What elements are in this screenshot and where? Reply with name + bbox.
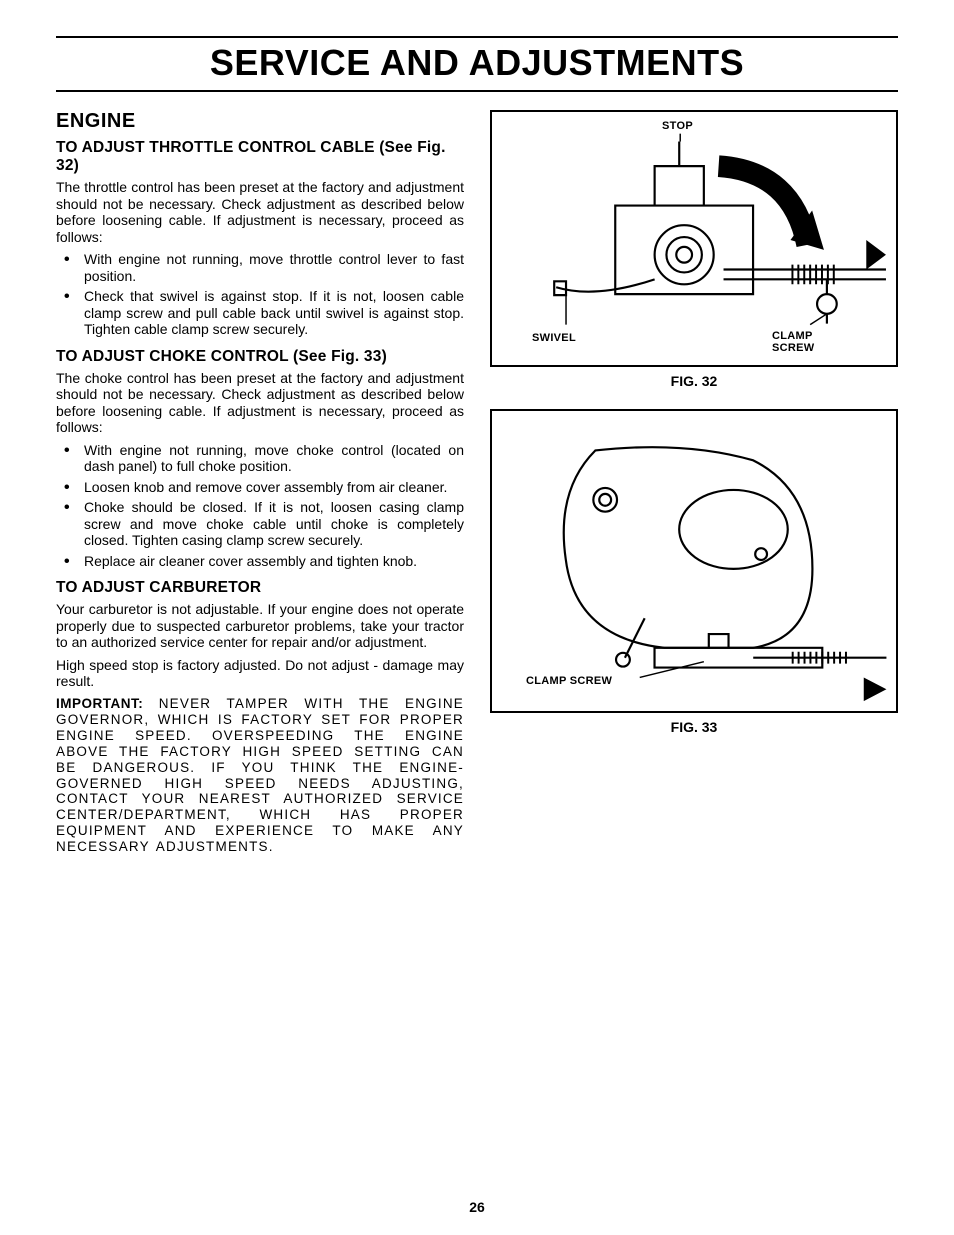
left-column: ENGINE TO ADJUST THROTTLE CONTROL CABLE … xyxy=(56,110,464,863)
para-carb-1: Your carburetor is not adjustable. If yo… xyxy=(56,601,464,651)
list-item: Check that swivel is against stop. If it… xyxy=(56,288,464,338)
right-column: STOP SWIVEL CLAMP SCREW FIG. 32 xyxy=(490,110,898,863)
fig32-label-screw: SCREW xyxy=(772,342,814,354)
subheading-throttle: TO ADJUST THROTTLE CONTROL CABLE (See Fi… xyxy=(56,139,464,175)
bullets-choke: With engine not running, move choke cont… xyxy=(56,442,464,570)
important-lead: IMPORTANT: xyxy=(56,696,143,711)
list-item: With engine not running, move throttle c… xyxy=(56,251,464,284)
fig33-label-clamp-screw: CLAMP SCREW xyxy=(526,675,612,687)
important-note: IMPORTANT: NEVER TAMPER WITH THE ENGINE … xyxy=(56,696,464,855)
para-carb-2: High speed stop is factory adjusted. Do … xyxy=(56,657,464,690)
subheading-choke: TO ADJUST CHOKE CONTROL (See Fig. 33) xyxy=(56,348,464,366)
list-item: With engine not running, move choke cont… xyxy=(56,442,464,475)
figure-33-caption: FIG. 33 xyxy=(490,719,898,735)
figure-33-illustration xyxy=(492,411,896,711)
figure-32-illustration xyxy=(492,112,896,365)
rule-top xyxy=(56,36,898,38)
two-column-layout: ENGINE TO ADJUST THROTTLE CONTROL CABLE … xyxy=(56,110,898,863)
fig32-label-stop: STOP xyxy=(662,120,693,132)
page-title: SERVICE AND ADJUSTMENTS xyxy=(56,42,898,84)
fig32-label-swivel: SWIVEL xyxy=(532,332,576,344)
important-body: NEVER TAMPER WITH THE ENGINE GOVERNOR, W… xyxy=(56,696,464,854)
figure-32-caption: FIG. 32 xyxy=(490,373,898,389)
list-item: Loosen knob and remove cover assembly fr… xyxy=(56,479,464,496)
fig32-label-clamp: CLAMP xyxy=(772,330,813,342)
figure-32-box: STOP SWIVEL CLAMP SCREW xyxy=(490,110,898,367)
list-item: Replace air cleaner cover assembly and t… xyxy=(56,553,464,570)
figure-33-box: CLAMP SCREW xyxy=(490,409,898,713)
page-number: 26 xyxy=(0,1199,954,1215)
rule-under-title xyxy=(56,90,898,92)
section-heading-engine: ENGINE xyxy=(56,110,464,133)
list-item: Choke should be closed. If it is not, lo… xyxy=(56,499,464,549)
subheading-carburetor: TO ADJUST CARBURETOR xyxy=(56,579,464,597)
para-choke-intro: The choke control has been preset at the… xyxy=(56,370,464,436)
page: SERVICE AND ADJUSTMENTS ENGINE TO ADJUST… xyxy=(0,0,954,1235)
para-throttle-intro: The throttle control has been preset at … xyxy=(56,179,464,245)
bullets-throttle: With engine not running, move throttle c… xyxy=(56,251,464,338)
